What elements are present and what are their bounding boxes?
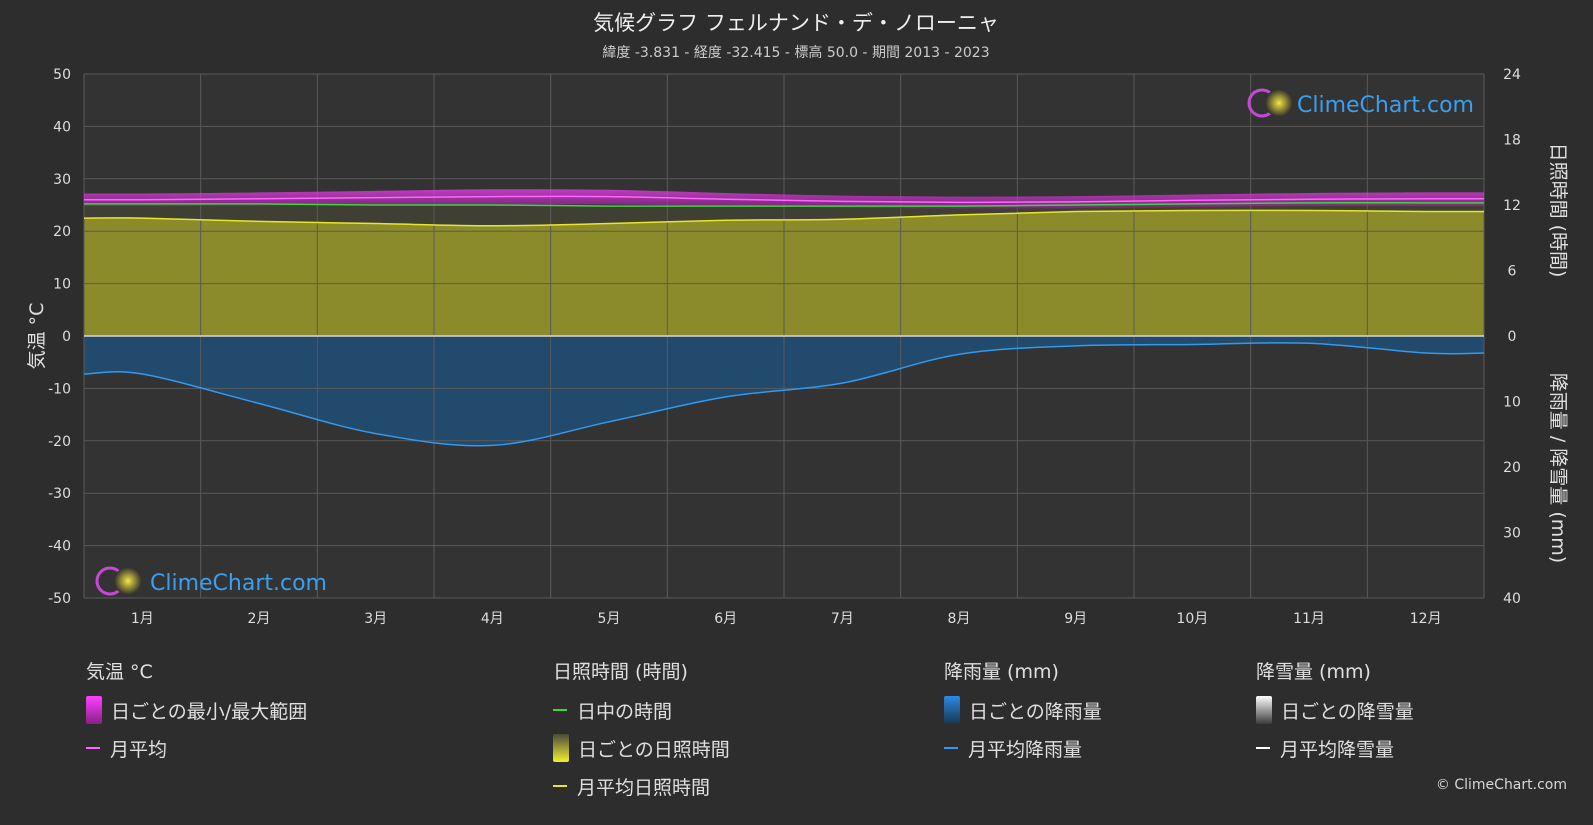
right-top-tick-label: 0 [1508, 329, 1517, 345]
month-tick-label: 3月 [364, 611, 387, 627]
legend-rain: 降雨量 (mm) 日ごとの降雨量 月平均降雨量 [944, 660, 1102, 774]
logo-sun-icon [114, 567, 142, 595]
legend-title: 日照時間 (時間) [553, 661, 688, 683]
watermark-bottom: ClimeChart.com [95, 566, 327, 596]
legend-temperature: 気温 °C 日ごとの最小/最大範囲 月平均 [86, 660, 307, 774]
sunshine-avg-line [83, 209, 1485, 227]
right-top-tick-label: 6 [1508, 264, 1517, 280]
legend-title: 降雪量 (mm) [1256, 661, 1371, 683]
snow-avg-swatch [1256, 747, 1270, 749]
month-tick-label: 9月 [1064, 611, 1087, 627]
temp-range-swatch [86, 696, 102, 724]
chart-subtitle: 緯度 -3.831 - 経度 -32.415 - 標高 50.0 - 期間 20… [602, 44, 989, 61]
left-tick-label: -20 [48, 434, 71, 450]
legend-label: 日ごとの日照時間 [578, 738, 730, 761]
legend-item: 日ごとの降雪量 [1256, 696, 1414, 724]
legend-sunshine: 日照時間 (時間) 日中の時間 日ごとの日照時間 月平均日照時間 [553, 660, 730, 812]
month-tick-label: 4月 [481, 611, 504, 627]
left-tick-label: -10 [48, 381, 71, 397]
month-tick-label: 2月 [248, 611, 271, 627]
daylight-line [84, 201, 1484, 207]
legend-label: 日ごとの降雪量 [1281, 700, 1414, 723]
temp-avg-line [83, 195, 1485, 204]
legend-item: 日ごとの降雨量 [944, 696, 1102, 724]
left-tick-label: 50 [53, 67, 71, 83]
watermark-top: ClimeChart.com [1247, 88, 1474, 118]
left-tick-label: 30 [53, 172, 71, 188]
month-tick-label: 11月 [1293, 611, 1325, 627]
sunshine-avg-swatch [553, 785, 567, 787]
legend-item: 月平均降雨量 [944, 736, 1102, 761]
legend-item: 月平均降雪量 [1256, 736, 1414, 761]
left-tick-label: 20 [53, 224, 71, 240]
month-tick-label: 6月 [714, 611, 737, 627]
legend-item: 日ごとの日照時間 [553, 734, 730, 762]
right-bottom-tick-label: 10 [1503, 395, 1521, 411]
daylight-swatch [553, 709, 567, 711]
axes: 50 40 30 20 10 0 -10 -20 -30 -40 -50 24 18 12 6 0 10 20 30… [48, 67, 1521, 627]
watermark-text: ClimeChart.com [1297, 93, 1474, 118]
legend-snow: 降雪量 (mm) 日ごとの降雪量 月平均降雪量 [1256, 660, 1414, 774]
legend-label: 日ごとの降雨量 [969, 700, 1102, 723]
right-top-tick-label: 18 [1503, 133, 1521, 149]
left-axis-label: 気温 °C [26, 303, 48, 370]
legend-label: 日ごとの最小/最大範囲 [111, 700, 308, 723]
right-bottom-axis-label: 降雨量 / 降雪量 (mm) [1547, 373, 1569, 563]
right-bottom-tick-label: 30 [1503, 526, 1521, 542]
month-tick-label: 5月 [598, 611, 621, 627]
legend-label: 月平均日照時間 [577, 776, 711, 799]
month-tick-label: 8月 [948, 611, 971, 627]
legend-label: 日中の時間 [577, 700, 673, 723]
month-tick-label: 7月 [831, 611, 854, 627]
chart-title: 気候グラフ フェルナンド・デ・ノローニャ [593, 11, 999, 35]
left-tick-label: 10 [53, 277, 71, 293]
month-tick-label: 1月 [131, 611, 154, 627]
average-lines [83, 195, 1485, 447]
logo-sun-icon [1265, 89, 1293, 117]
sunshine-swatch [553, 734, 569, 762]
right-top-tick-label: 24 [1503, 67, 1521, 83]
rain-swatch [944, 696, 960, 724]
right-top-tick-label: 12 [1503, 198, 1521, 214]
right-bottom-tick-label: 40 [1503, 591, 1521, 607]
legend-item: 日中の時間 [553, 698, 730, 723]
legend-label: 月平均 [110, 738, 168, 761]
legend-title: 気温 °C [86, 661, 153, 683]
snow-swatch [1256, 696, 1272, 724]
left-tick-label: 40 [53, 119, 71, 135]
watermark-text: ClimeChart.com [150, 571, 327, 596]
legend-title: 降雨量 (mm) [944, 661, 1059, 683]
legend-item: 月平均 [86, 736, 307, 761]
temp-avg-swatch [86, 747, 100, 749]
rain-avg-swatch [944, 747, 958, 749]
left-tick-label: -40 [48, 539, 71, 555]
left-tick-label: -50 [48, 591, 71, 607]
legend-label: 月平均降雨量 [968, 738, 1083, 761]
left-tick-label: 0 [62, 329, 71, 345]
right-top-axis-label: 日照時間 (時間) [1547, 143, 1569, 278]
month-tick-label: 12月 [1410, 611, 1442, 627]
legend-item: 日ごとの最小/最大範囲 [86, 696, 308, 724]
right-bottom-tick-label: 20 [1503, 460, 1521, 476]
grid-lines [83, 73, 1485, 599]
left-tick-label: -30 [48, 486, 71, 502]
copyright: © ClimeChart.com [1435, 777, 1567, 793]
legend-item: 月平均日照時間 [553, 774, 730, 799]
month-tick-label: 10月 [1176, 611, 1208, 627]
legend-label: 月平均降雪量 [1280, 738, 1395, 761]
rain-avg-line [83, 342, 1485, 447]
